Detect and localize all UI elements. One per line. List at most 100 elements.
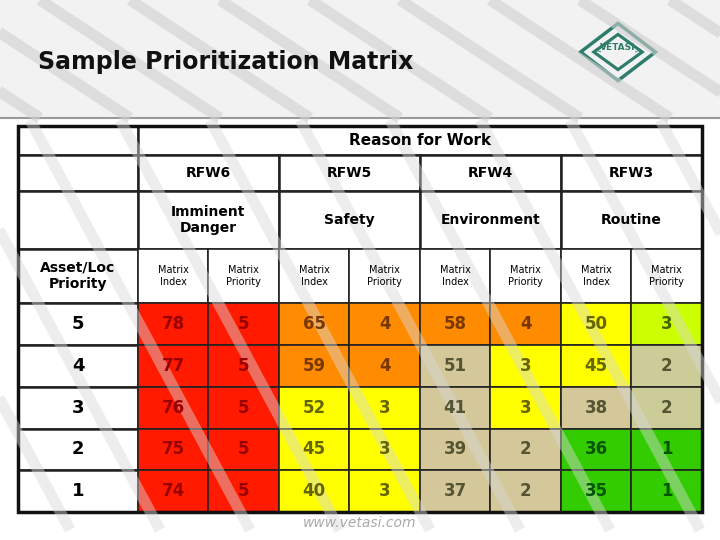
Bar	[631, 345, 702, 387]
Text: 45: 45	[302, 441, 325, 458]
Text: Reason for Work: Reason for Work	[349, 133, 491, 148]
Text: 3: 3	[379, 482, 390, 500]
Text: RFW5: RFW5	[327, 166, 372, 180]
Bar	[208, 470, 279, 512]
Bar	[18, 191, 138, 248]
Bar	[631, 303, 702, 345]
Text: 3: 3	[661, 315, 672, 333]
Bar	[279, 429, 349, 470]
Text: Environment: Environment	[441, 213, 540, 227]
Text: 3: 3	[379, 441, 390, 458]
Bar	[420, 345, 490, 387]
Text: 5: 5	[238, 357, 249, 375]
Text: 51: 51	[444, 357, 467, 375]
Bar	[18, 470, 138, 512]
Bar	[279, 191, 420, 248]
Bar	[561, 429, 631, 470]
Bar	[349, 429, 420, 470]
Text: 2: 2	[72, 441, 84, 458]
Text: 76: 76	[161, 399, 185, 417]
Text: 5: 5	[72, 315, 84, 333]
Bar	[208, 303, 279, 345]
Bar	[349, 248, 420, 303]
Text: 3: 3	[520, 357, 531, 375]
Text: 45: 45	[585, 357, 608, 375]
Bar	[18, 429, 138, 470]
Text: 2: 2	[661, 357, 672, 375]
Text: 5: 5	[238, 441, 249, 458]
Text: 78: 78	[161, 315, 185, 333]
Text: Sample Prioritization Matrix: Sample Prioritization Matrix	[38, 50, 413, 74]
Bar	[420, 248, 490, 303]
Text: 37: 37	[444, 482, 467, 500]
Bar	[349, 345, 420, 387]
Bar	[18, 303, 138, 345]
Text: 3: 3	[520, 399, 531, 417]
Bar	[490, 345, 561, 387]
Bar	[138, 248, 208, 303]
Text: Matrix
Index: Matrix Index	[581, 265, 612, 287]
Bar	[561, 154, 702, 191]
Text: Imminent
Danger: Imminent Danger	[171, 205, 246, 235]
Bar	[18, 126, 702, 512]
Bar	[0, 0, 720, 118]
Bar	[18, 126, 138, 154]
Bar	[138, 191, 279, 248]
Text: 38: 38	[585, 399, 608, 417]
Text: Matrix
Priority: Matrix Priority	[649, 265, 684, 287]
Bar	[420, 429, 490, 470]
Bar	[279, 387, 349, 429]
Text: >: >	[634, 45, 642, 55]
Text: 41: 41	[444, 399, 467, 417]
Text: <: <	[594, 45, 602, 55]
Text: 4: 4	[72, 357, 84, 375]
Text: 5: 5	[238, 399, 249, 417]
Bar	[490, 470, 561, 512]
Text: 4: 4	[379, 315, 390, 333]
Text: 1: 1	[72, 482, 84, 500]
Bar	[279, 154, 420, 191]
Bar	[279, 345, 349, 387]
Text: 2: 2	[661, 399, 672, 417]
Text: 40: 40	[302, 482, 325, 500]
Bar	[420, 303, 490, 345]
Text: RFW6: RFW6	[186, 166, 231, 180]
Bar	[561, 248, 631, 303]
Bar	[279, 303, 349, 345]
Text: 5: 5	[238, 315, 249, 333]
Bar	[420, 387, 490, 429]
Text: 2: 2	[520, 482, 531, 500]
Bar	[631, 387, 702, 429]
Text: Matrix
Index: Matrix Index	[440, 265, 471, 287]
Text: 59: 59	[302, 357, 325, 375]
Bar	[490, 303, 561, 345]
Text: www.vetasi.com: www.vetasi.com	[303, 516, 417, 530]
Bar	[349, 387, 420, 429]
Bar	[208, 248, 279, 303]
Bar	[0, 0, 720, 118]
Bar	[561, 470, 631, 512]
Text: 1: 1	[661, 482, 672, 500]
Text: 74: 74	[161, 482, 185, 500]
Bar	[631, 429, 702, 470]
Bar	[208, 387, 279, 429]
Bar	[490, 429, 561, 470]
Text: 77: 77	[161, 357, 185, 375]
Bar	[208, 429, 279, 470]
Text: Routine: Routine	[601, 213, 662, 227]
Bar	[138, 303, 208, 345]
Text: 4: 4	[379, 357, 390, 375]
Bar	[420, 154, 561, 191]
Bar	[138, 154, 279, 191]
Bar	[208, 345, 279, 387]
Bar	[631, 470, 702, 512]
Bar	[18, 248, 138, 303]
Bar	[420, 191, 561, 248]
Text: 35: 35	[585, 482, 608, 500]
Text: 50: 50	[585, 315, 608, 333]
Text: RFW4: RFW4	[468, 166, 513, 180]
Bar	[490, 387, 561, 429]
Bar	[561, 345, 631, 387]
Text: Matrix
Priority: Matrix Priority	[226, 265, 261, 287]
Bar	[18, 387, 138, 429]
